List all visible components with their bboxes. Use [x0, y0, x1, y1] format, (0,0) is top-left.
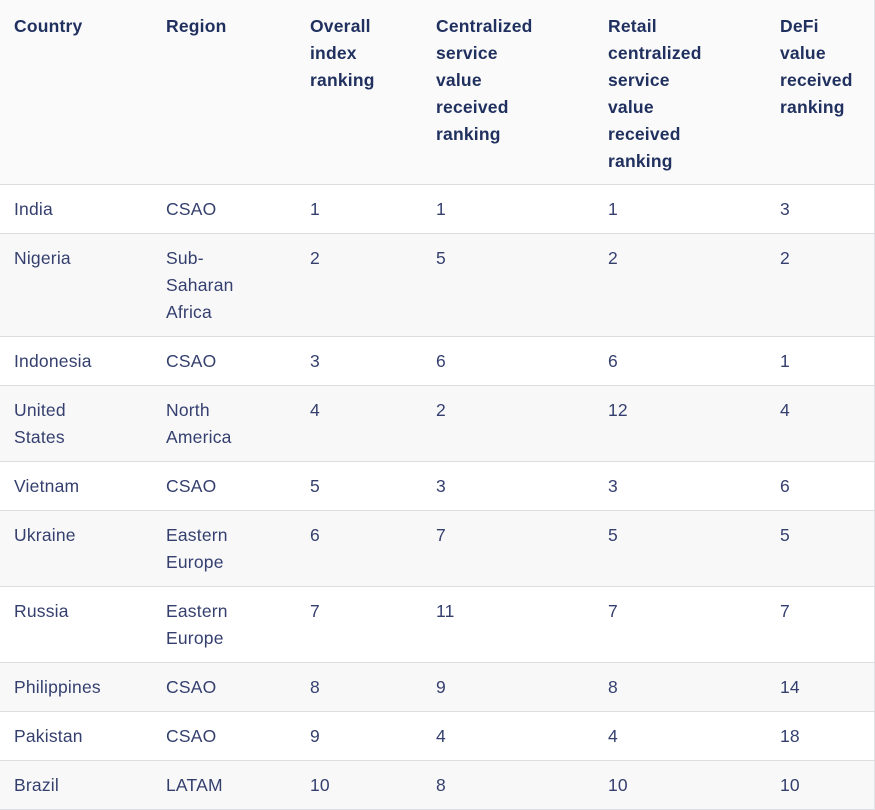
cell-retail-centralized-service-value-received-ranking: 3: [608, 476, 618, 496]
cell-overall-index-ranking: 4: [310, 400, 320, 420]
cell-retail-centralized-service-value-received-ranking: 2: [608, 248, 618, 268]
cell-overall-index-ranking: 9: [310, 726, 320, 746]
cell-retail-centralized-service-value-received-ranking: 5: [608, 525, 618, 545]
cell-centralized-service-value-received-ranking: 5: [436, 248, 446, 268]
cell-retail-centralized-service-value-received-ranking: 10: [608, 775, 628, 795]
cell-overall-index-ranking: 1: [310, 199, 320, 219]
cell-centralized-service-value-received-ranking: 9: [436, 677, 446, 697]
cell-overall-index-ranking: 8: [310, 677, 320, 697]
table-row: Nigeria Sub- Saharan Africa 2 5 2 2: [0, 233, 874, 337]
cell-defi-value-received-ranking: 10: [780, 775, 800, 795]
cell-country: India: [14, 199, 53, 219]
cell-defi-value-received-ranking: 14: [780, 677, 800, 697]
cell-centralized-service-value-received-ranking: 3: [436, 476, 446, 496]
cell-overall-index-ranking: 5: [310, 476, 320, 496]
table-row: Indonesia CSAO 3 6 6 1: [0, 337, 874, 386]
cell-country: Indonesia: [14, 351, 92, 371]
cell-country: United States: [14, 400, 66, 447]
column-header-defi-value-received-ranking: DeFi value received ranking: [780, 0, 874, 185]
cell-defi-value-received-ranking: 2: [780, 248, 790, 268]
cell-region: Eastern Europe: [166, 525, 228, 572]
cell-overall-index-ranking: 6: [310, 525, 320, 545]
cell-defi-value-received-ranking: 4: [780, 400, 790, 420]
table-row: Brazil LATAM 10 8 10 10: [0, 760, 874, 810]
table-row: Ukraine Eastern Europe 6 7 5 5: [0, 510, 874, 587]
cell-region: LATAM: [166, 775, 223, 795]
cell-retail-centralized-service-value-received-ranking: 8: [608, 677, 618, 697]
table-row: Philippines CSAO 8 9 8 14: [0, 662, 874, 712]
table-row: Pakistan CSAO 9 4 4 18: [0, 712, 874, 761]
cell-centralized-service-value-received-ranking: 4: [436, 726, 446, 746]
cell-overall-index-ranking: 7: [310, 601, 320, 621]
cell-defi-value-received-ranking: 18: [780, 726, 800, 746]
table-row: Vietnam CSAO 5 3 3 6: [0, 462, 874, 511]
cell-defi-value-received-ranking: 7: [780, 601, 790, 621]
cell-retail-centralized-service-value-received-ranking: 1: [608, 199, 618, 219]
cell-region: North America: [166, 400, 232, 447]
cell-country: Pakistan: [14, 726, 83, 746]
cell-country: Ukraine: [14, 525, 76, 545]
cell-country: Philippines: [14, 677, 101, 697]
cell-region: CSAO: [166, 726, 217, 746]
cell-overall-index-ranking: 3: [310, 351, 320, 371]
cell-retail-centralized-service-value-received-ranking: 4: [608, 726, 618, 746]
table-row: Russia Eastern Europe 7 11 7 7: [0, 587, 874, 663]
cell-centralized-service-value-received-ranking: 6: [436, 351, 446, 371]
column-header-country: Country: [0, 0, 166, 185]
header-row: Country Region Overall index ranking Cen…: [0, 0, 874, 185]
cell-region: Sub- Saharan Africa: [166, 248, 234, 322]
cell-country: Nigeria: [14, 248, 71, 268]
cell-country: Russia: [14, 601, 69, 621]
cell-centralized-service-value-received-ranking: 7: [436, 525, 446, 545]
cell-region: CSAO: [166, 199, 217, 219]
cell-overall-index-ranking: 10: [310, 775, 330, 795]
cell-retail-centralized-service-value-received-ranking: 12: [608, 400, 628, 420]
cell-country: Vietnam: [14, 476, 80, 496]
cell-region: CSAO: [166, 677, 217, 697]
cell-centralized-service-value-received-ranking: 1: [436, 199, 446, 219]
cell-defi-value-received-ranking: 6: [780, 476, 790, 496]
cell-country: Brazil: [14, 775, 59, 795]
cell-region: Eastern Europe: [166, 601, 228, 648]
cell-defi-value-received-ranking: 3: [780, 199, 790, 219]
table-row: India CSAO 1 1 1 3: [0, 185, 874, 234]
column-header-retail-centralized-service-value-received-ranking: Retail centralized service value receive…: [608, 0, 780, 185]
cell-region: CSAO: [166, 476, 217, 496]
cell-overall-index-ranking: 2: [310, 248, 320, 268]
table-row: United States North America 4 2 12 4: [0, 385, 874, 462]
cell-defi-value-received-ranking: 1: [780, 351, 790, 371]
cell-retail-centralized-service-value-received-ranking: 7: [608, 601, 618, 621]
cell-centralized-service-value-received-ranking: 2: [436, 400, 446, 420]
cell-centralized-service-value-received-ranking: 8: [436, 775, 446, 795]
table-body: India CSAO 1 1 1 3 Nigeria Sub- Saharan …: [0, 185, 874, 810]
cell-retail-centralized-service-value-received-ranking: 6: [608, 351, 618, 371]
column-header-overall-index-ranking: Overall index ranking: [310, 0, 436, 185]
column-header-region: Region: [166, 0, 310, 185]
column-header-centralized-service-value-received-ranking: Centralized service value received ranki…: [436, 0, 608, 185]
cell-centralized-service-value-received-ranking: 11: [436, 601, 455, 621]
cell-defi-value-received-ranking: 5: [780, 525, 790, 545]
cell-region: CSAO: [166, 351, 217, 371]
